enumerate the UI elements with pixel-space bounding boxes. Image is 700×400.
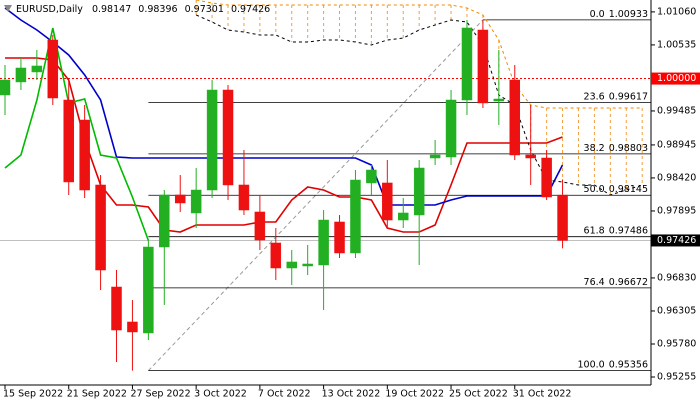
candle-body (159, 194, 170, 248)
fib-price: 0.99617 (609, 91, 648, 102)
candle-body (15, 67, 27, 83)
current-price-box (651, 234, 700, 247)
candle-body (111, 286, 122, 331)
x-tick-label: 7 Oct 2022 (258, 389, 311, 400)
fib-level-label: 38.2 0.98803 (584, 142, 648, 153)
y-tick-label: 0.98420 (657, 172, 696, 183)
candle-body (557, 194, 568, 241)
candle-body (429, 154, 441, 159)
candle-body (541, 157, 552, 198)
fib-ratio: 23.6 (584, 91, 605, 102)
price-level-label: 1.00000 (657, 73, 696, 84)
candle-body (350, 179, 361, 254)
fib-ratio: 0.0 (590, 8, 605, 19)
candle-body (413, 167, 425, 216)
candle-body (206, 89, 218, 191)
fib-price: 1.00933 (609, 8, 648, 19)
candle-body (286, 261, 297, 269)
candle-body (0, 79, 11, 96)
candle-body (270, 242, 282, 269)
x-tick-label: 15 Sep 2022 (3, 389, 63, 400)
candle-body (445, 99, 457, 158)
fib-level-label: 23.6 0.99617 (584, 91, 648, 102)
current-price-label: 0.97426 (657, 235, 696, 246)
plot-layer: 0.0 1.00933 23.6 0.99617 38.2 0.98803 50.0 0.98… (0, 0, 651, 372)
y-tick-label: 0.98945 (657, 139, 696, 150)
y-tick-label: 0.95780 (657, 338, 696, 349)
candle-body (366, 169, 377, 184)
x-tick-label: 19 Oct 2022 (385, 389, 444, 400)
header-close: 0.97426 (231, 4, 270, 15)
fib-trend-line (148, 19, 484, 372)
indicator-line (195, 14, 643, 196)
candle-body (222, 89, 234, 186)
fib-price: 0.98803 (609, 142, 648, 153)
x-tick-label: 21 Sep 2022 (67, 389, 127, 400)
candle-body (509, 79, 521, 156)
candle-body (254, 211, 266, 241)
symbol-label: EURUSD,Daily 0.98147 0.98396 0.97301 0.9… (16, 4, 270, 15)
header-high: 0.98396 (138, 4, 177, 15)
x-tick-label: 27 Sep 2022 (130, 389, 190, 400)
candle-body (318, 219, 329, 266)
indicator-line (5, 57, 563, 233)
x-tick-label: 3 Oct 2022 (194, 389, 247, 400)
y-tick-label: 0.96830 (657, 272, 696, 283)
fib-price: 0.97486 (609, 225, 648, 236)
x-tick-label: 25 Oct 2022 (449, 389, 508, 400)
candle-body (95, 184, 106, 271)
indicator-line (4, 7, 564, 206)
y-tick-label: 0.99485 (657, 105, 696, 116)
y-tick-label: 0.95255 (657, 372, 696, 383)
candle-body (31, 65, 43, 73)
fib-price: 0.95356 (609, 359, 648, 370)
fib-level-label: 100.0 0.95356 (578, 359, 649, 370)
candle-body (143, 246, 154, 334)
plot-area: 0.0 1.00933 23.6 0.99617 38.2 0.98803 50.0 0.98… (0, 0, 651, 372)
y-tick-label: 0.97895 (657, 205, 696, 216)
symbol: EURUSD,Daily (16, 4, 83, 15)
candle-body (302, 263, 313, 267)
fib-ratio: 50.0 (584, 184, 605, 195)
candle-body (461, 27, 473, 101)
fib-ratio: 38.2 (584, 142, 605, 153)
fib-level-label: 61.8 0.97486 (584, 225, 648, 236)
x-tick-label: 13 Oct 2022 (322, 389, 381, 400)
candle-body (190, 189, 202, 214)
candle-body (79, 119, 90, 191)
candle-body (47, 39, 59, 99)
fib-level-label: 76.4 0.96672 (584, 276, 648, 287)
indicator-line (4, 27, 150, 241)
header-open: 0.98147 (92, 4, 131, 15)
fib-level-label: 0.0 1.00933 (590, 8, 648, 19)
symbol-icon (4, 5, 12, 12)
candle-body (382, 182, 393, 221)
candle-body (477, 29, 489, 104)
candle-body (238, 184, 250, 211)
candle-body (174, 194, 186, 204)
price-level-box (651, 72, 700, 85)
fib-ratio: 61.8 (584, 225, 605, 236)
indicator-line (196, 0, 643, 109)
candle-body (334, 221, 345, 254)
y-tick-label: 1.00535 (657, 39, 696, 50)
candle-body (127, 321, 138, 333)
fib-ratio: 100.0 (578, 359, 605, 370)
candle-body (493, 98, 505, 102)
header-low: 0.97301 (185, 4, 224, 15)
y-tick-label: 1.01060 (657, 6, 696, 17)
y-tick-label: 0.96305 (657, 305, 696, 316)
fib-price: 0.96672 (609, 276, 648, 287)
candle-body (525, 154, 536, 159)
candle-body (63, 99, 74, 183)
fib-ratio: 76.4 (584, 276, 605, 287)
candle-body (398, 212, 409, 221)
x-tick-label: 31 Oct 2022 (513, 389, 572, 400)
